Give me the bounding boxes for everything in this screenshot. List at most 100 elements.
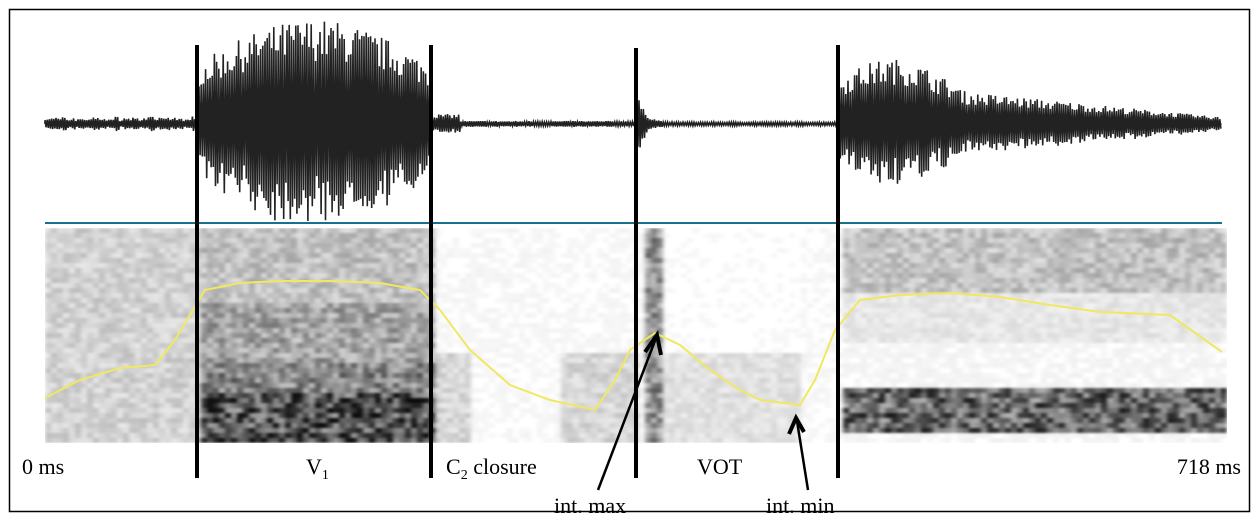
spec-cell <box>681 438 687 443</box>
spec-cell <box>579 348 585 353</box>
spec-cell <box>621 438 627 443</box>
spec-cell <box>219 358 225 363</box>
spec-cell <box>519 338 525 343</box>
spec-cell <box>81 263 87 268</box>
spec-cell <box>81 238 87 243</box>
spec-cell <box>111 308 117 313</box>
spec-cell <box>45 433 51 438</box>
spec-cell <box>555 368 561 373</box>
spec-cell <box>93 378 99 383</box>
spec-cell <box>363 273 369 278</box>
spec-cell <box>351 228 357 233</box>
spec-cell <box>423 333 429 338</box>
spec-cell <box>447 388 453 393</box>
spec-cell <box>621 368 627 373</box>
spec-cell <box>885 398 891 403</box>
spec-cell <box>45 283 51 288</box>
spec-cell <box>111 408 117 413</box>
spec-cell <box>447 378 453 383</box>
spec-cell <box>795 393 801 398</box>
spec-cell <box>885 418 891 423</box>
spec-cell <box>63 378 69 383</box>
spec-cell <box>45 273 51 278</box>
spec-cell <box>747 388 753 393</box>
spec-cell <box>777 348 783 353</box>
spec-cell <box>771 303 777 308</box>
spec-cell <box>129 338 135 343</box>
spec-cell <box>75 283 81 288</box>
spec-cell <box>327 283 333 288</box>
spec-cell <box>189 248 195 253</box>
spec-cell <box>327 428 333 433</box>
spec-cell <box>549 413 555 418</box>
spec-cell <box>555 408 561 413</box>
spec-cell <box>207 293 213 298</box>
spec-cell <box>879 368 885 373</box>
spec-cell <box>663 278 669 283</box>
spec-cell <box>273 408 279 413</box>
spec-cell <box>357 323 363 328</box>
spec-cell <box>411 383 417 388</box>
spec-cell <box>87 383 93 388</box>
spec-cell <box>597 363 603 368</box>
spec-cell <box>243 368 249 373</box>
spec-cell <box>477 328 483 333</box>
spec-cell <box>237 288 243 293</box>
spec-cell <box>453 423 459 428</box>
spec-cell <box>591 268 597 273</box>
spec-cell <box>189 333 195 338</box>
spec-cell <box>159 378 165 383</box>
spec-cell <box>405 298 411 303</box>
spec-cell <box>129 283 135 288</box>
spec-cell <box>135 353 141 358</box>
spec-cell <box>765 428 771 433</box>
spec-cell <box>75 273 81 278</box>
spec-cell <box>321 438 327 443</box>
spec-cell <box>591 383 597 388</box>
spec-cell <box>741 428 747 433</box>
spec-cell <box>369 343 375 348</box>
spec-cell <box>393 313 399 318</box>
spec-cell <box>537 388 543 393</box>
spec-cell <box>393 433 399 438</box>
spec-cell <box>777 388 783 393</box>
spec-cell <box>651 303 657 308</box>
spec-cell <box>291 353 297 358</box>
spec-cell <box>483 263 489 268</box>
spec-cell <box>639 353 645 358</box>
spec-cell <box>285 303 291 308</box>
spec-cell <box>531 313 537 318</box>
spec-cell <box>285 373 291 378</box>
spec-cell <box>153 423 159 428</box>
spec-cell <box>105 308 111 313</box>
spec-cell <box>381 393 387 398</box>
spec-cell <box>879 278 885 283</box>
spec-cell <box>237 383 243 388</box>
spec-cell <box>381 423 387 428</box>
spec-cell <box>597 398 603 403</box>
spec-cell <box>579 383 585 388</box>
spec-cell <box>597 253 603 258</box>
spec-cell <box>759 438 765 443</box>
spec-cell <box>327 348 333 353</box>
spec-cell <box>783 248 789 253</box>
spec-cell <box>771 373 777 378</box>
spec-cell <box>531 358 537 363</box>
spec-cell <box>321 243 327 248</box>
spec-cell <box>105 253 111 258</box>
spec-cell <box>399 333 405 338</box>
spec-cell <box>849 243 855 248</box>
spec-cell <box>213 373 219 378</box>
spec-cell <box>765 388 771 393</box>
spec-cell <box>105 418 111 423</box>
spec-cell <box>357 403 363 408</box>
spec-cell <box>789 363 795 368</box>
spec-cell <box>717 428 723 433</box>
spec-cell <box>711 383 717 388</box>
spec-cell <box>339 273 345 278</box>
spec-cell <box>789 358 795 363</box>
spec-cell <box>111 338 117 343</box>
spec-cell <box>183 283 189 288</box>
spec-cell <box>183 273 189 278</box>
spec-cell <box>45 268 51 273</box>
